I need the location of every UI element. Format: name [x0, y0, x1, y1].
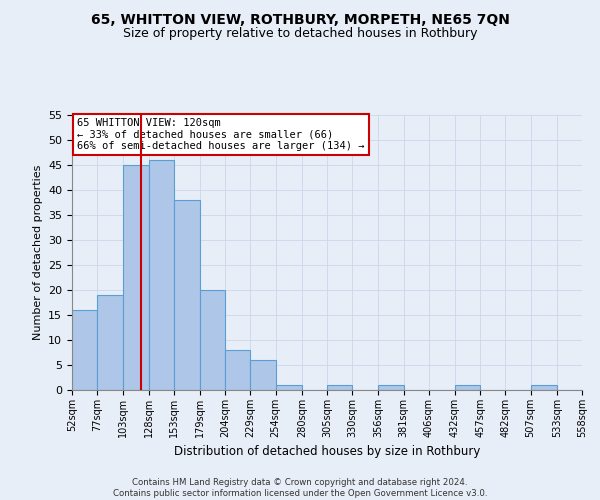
Bar [174, 200, 200, 390]
Bar [200, 290, 225, 390]
Text: 65, WHITTON VIEW, ROTHBURY, MORPETH, NE65 7QN: 65, WHITTON VIEW, ROTHBURY, MORPETH, NE6… [91, 12, 509, 26]
Bar [327, 385, 352, 390]
Bar [250, 360, 275, 390]
Text: Contains HM Land Registry data © Crown copyright and database right 2024.
Contai: Contains HM Land Registry data © Crown c… [113, 478, 487, 498]
Bar [455, 385, 480, 390]
Bar [97, 295, 124, 390]
Bar [275, 385, 302, 390]
Bar [124, 165, 149, 390]
Bar [530, 385, 557, 390]
Text: Size of property relative to detached houses in Rothbury: Size of property relative to detached ho… [123, 28, 477, 40]
Bar [225, 350, 250, 390]
Bar [149, 160, 174, 390]
Bar [72, 310, 97, 390]
Text: 65 WHITTON VIEW: 120sqm
← 33% of detached houses are smaller (66)
66% of semi-de: 65 WHITTON VIEW: 120sqm ← 33% of detache… [77, 118, 365, 151]
Y-axis label: Number of detached properties: Number of detached properties [32, 165, 43, 340]
X-axis label: Distribution of detached houses by size in Rothbury: Distribution of detached houses by size … [174, 446, 480, 458]
Bar [379, 385, 404, 390]
